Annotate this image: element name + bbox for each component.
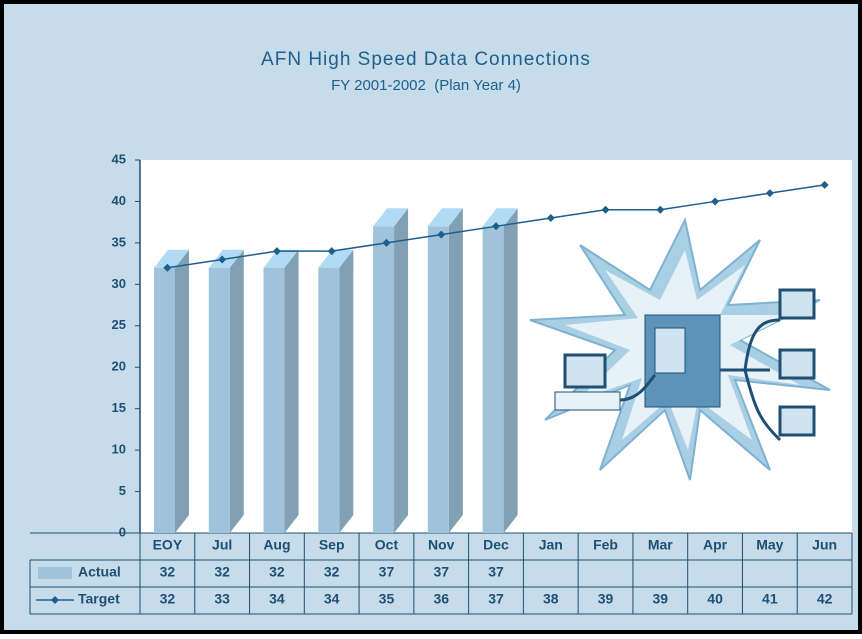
table-value: 32 [214, 564, 230, 580]
x-tick-label: Jul [212, 537, 232, 553]
x-tick-label: Jun [812, 537, 837, 553]
x-tick-label: Nov [428, 537, 455, 553]
y-tick-label: 30 [112, 276, 126, 291]
table-value: 37 [379, 564, 395, 580]
bar-side [229, 249, 244, 533]
table-value: 39 [653, 591, 669, 607]
target-marker [327, 247, 336, 256]
bar [373, 226, 395, 534]
chart-title: AFN High Speed Data Connections [261, 49, 591, 70]
bar [482, 226, 504, 534]
table-value: 34 [269, 591, 285, 607]
bar [263, 267, 285, 533]
table-value: 32 [324, 564, 340, 580]
table-value: 33 [214, 591, 230, 607]
y-tick-label: 20 [112, 359, 126, 374]
y-tick-label: 10 [112, 442, 126, 457]
x-tick-label: Sep [319, 537, 345, 553]
x-tick-label: Oct [375, 537, 399, 553]
table-value: 42 [817, 591, 833, 607]
table-value: 41 [762, 591, 778, 607]
legend-marker [51, 596, 59, 604]
table-value: 37 [488, 591, 504, 607]
target-marker [765, 189, 774, 198]
y-tick-label: 25 [112, 317, 126, 332]
table-value: 38 [543, 591, 559, 607]
legend-label: Target [78, 591, 120, 607]
x-tick-label: Mar [648, 537, 673, 553]
y-tick-label: 15 [112, 400, 126, 415]
table-value: 40 [707, 591, 723, 607]
bar-top [154, 249, 189, 268]
x-tick-label: Feb [593, 537, 618, 553]
chart-subtitle: FY 2001-2002 (Plan Year 4) [331, 77, 521, 94]
x-tick-label: Dec [483, 537, 509, 553]
target-marker [820, 180, 829, 189]
bar-side [175, 249, 189, 533]
target-marker [711, 197, 720, 206]
table-value: 37 [488, 564, 504, 580]
x-tick-label: Jan [539, 537, 563, 553]
x-tick-label: Aug [263, 537, 290, 553]
target-marker [546, 214, 555, 223]
bar-side [448, 208, 463, 534]
table-value: 36 [433, 591, 449, 607]
bar-side [503, 208, 518, 534]
bar-top [482, 208, 518, 227]
target-marker [218, 255, 227, 264]
table-value: 37 [433, 564, 449, 580]
bar-side [284, 249, 299, 533]
target-marker [492, 222, 500, 231]
table-value: 34 [324, 591, 340, 607]
bar-side [394, 208, 409, 534]
target-marker [656, 205, 665, 214]
bar [427, 226, 449, 534]
table-value: 32 [160, 591, 176, 607]
target-marker [382, 238, 391, 247]
bar-top [318, 249, 354, 268]
x-tick-label: May [756, 537, 783, 553]
table-value: 32 [160, 564, 176, 580]
target-marker [437, 230, 446, 239]
x-tick-label: EOY [153, 537, 183, 553]
y-tick-label: 45 [112, 151, 126, 166]
bar-top [427, 208, 463, 227]
y-tick-label: 40 [112, 193, 126, 208]
target-marker [272, 247, 281, 256]
bar-top [263, 249, 299, 268]
bar [154, 267, 175, 533]
bar [208, 267, 230, 533]
bar-top [373, 208, 409, 227]
table-value: 32 [269, 564, 285, 580]
legend-swatch [38, 567, 72, 579]
y-tick-label: 0 [119, 524, 126, 539]
bar-side [339, 249, 354, 533]
network-clipart [529, 217, 831, 481]
y-tick-label: 5 [119, 483, 126, 498]
bar [318, 267, 340, 533]
target-marker [601, 205, 610, 214]
table-value: 39 [598, 591, 614, 607]
target-marker [163, 263, 172, 272]
table-value: 35 [379, 591, 395, 607]
x-tick-label: Apr [703, 537, 728, 553]
y-tick-label: 35 [112, 234, 126, 249]
legend-label: Actual [78, 564, 121, 580]
